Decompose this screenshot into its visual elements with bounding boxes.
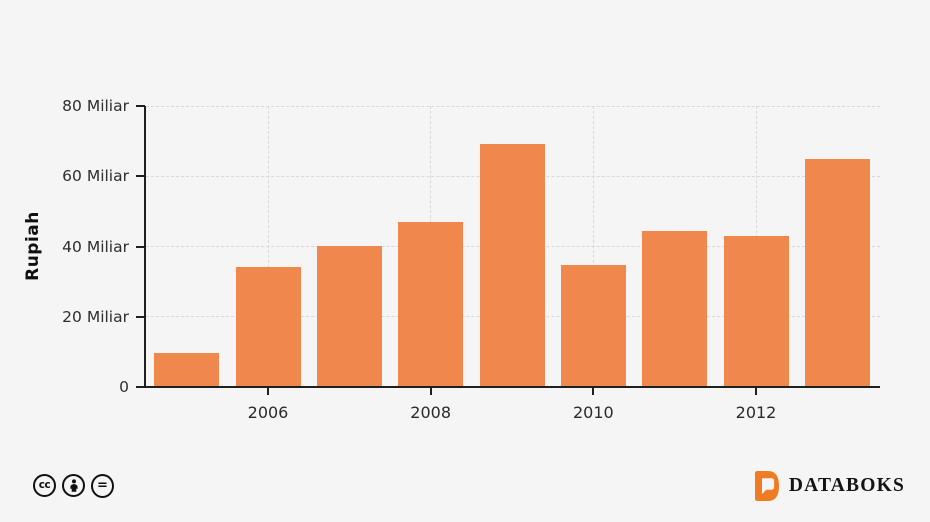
y-tick	[136, 386, 145, 388]
y-tick	[136, 245, 145, 248]
x-axis-line	[144, 386, 880, 388]
y-tick-label: 40 Miliar	[62, 237, 129, 256]
x-tick-label: 2008	[410, 403, 452, 422]
databoks-logo[interactable]: DATABOKS	[754, 471, 905, 501]
y-tick	[136, 175, 145, 178]
y-tick-label: 0	[119, 378, 129, 396]
x-tick-label: 2006	[247, 403, 289, 422]
bar-2006[interactable]	[235, 266, 301, 387]
creative-commons-icon[interactable]: cc	[33, 474, 56, 497]
x-tick	[592, 388, 595, 395]
y-tick	[136, 105, 145, 107]
y-tick-label: 20 Miliar	[62, 307, 129, 326]
x-tick	[267, 388, 269, 395]
bar-2012[interactable]	[723, 236, 789, 387]
bar-2010[interactable]	[560, 264, 626, 387]
bar-2008[interactable]	[398, 221, 464, 387]
y-tick	[136, 315, 145, 318]
x-tick	[755, 388, 757, 395]
x-tick-label: 2012	[735, 403, 777, 422]
gridline-vertical	[592, 106, 594, 387]
bar-2013[interactable]	[804, 158, 870, 387]
attribution-icon[interactable]	[62, 474, 85, 497]
gridline-vertical	[267, 106, 269, 387]
gridline-horizontal	[146, 105, 880, 107]
databoks-wordmark: DATABOKS	[788, 475, 905, 496]
bar-2009[interactable]	[479, 143, 545, 387]
bar-2005[interactable]	[154, 352, 220, 387]
cc-license-row: cc =	[33, 474, 114, 498]
no-derivatives-icon[interactable]: =	[91, 474, 114, 498]
y-tick-label: 60 Miliar	[62, 167, 129, 186]
y-tick-label: 80 Miliar	[62, 97, 129, 115]
x-tick-label: 2010	[572, 403, 614, 422]
x-tick	[429, 388, 432, 395]
bar-2011[interactable]	[642, 231, 708, 387]
databoks-logo-icon	[754, 471, 779, 501]
bar-2007[interactable]	[316, 245, 382, 387]
y-axis-line	[144, 106, 146, 388]
